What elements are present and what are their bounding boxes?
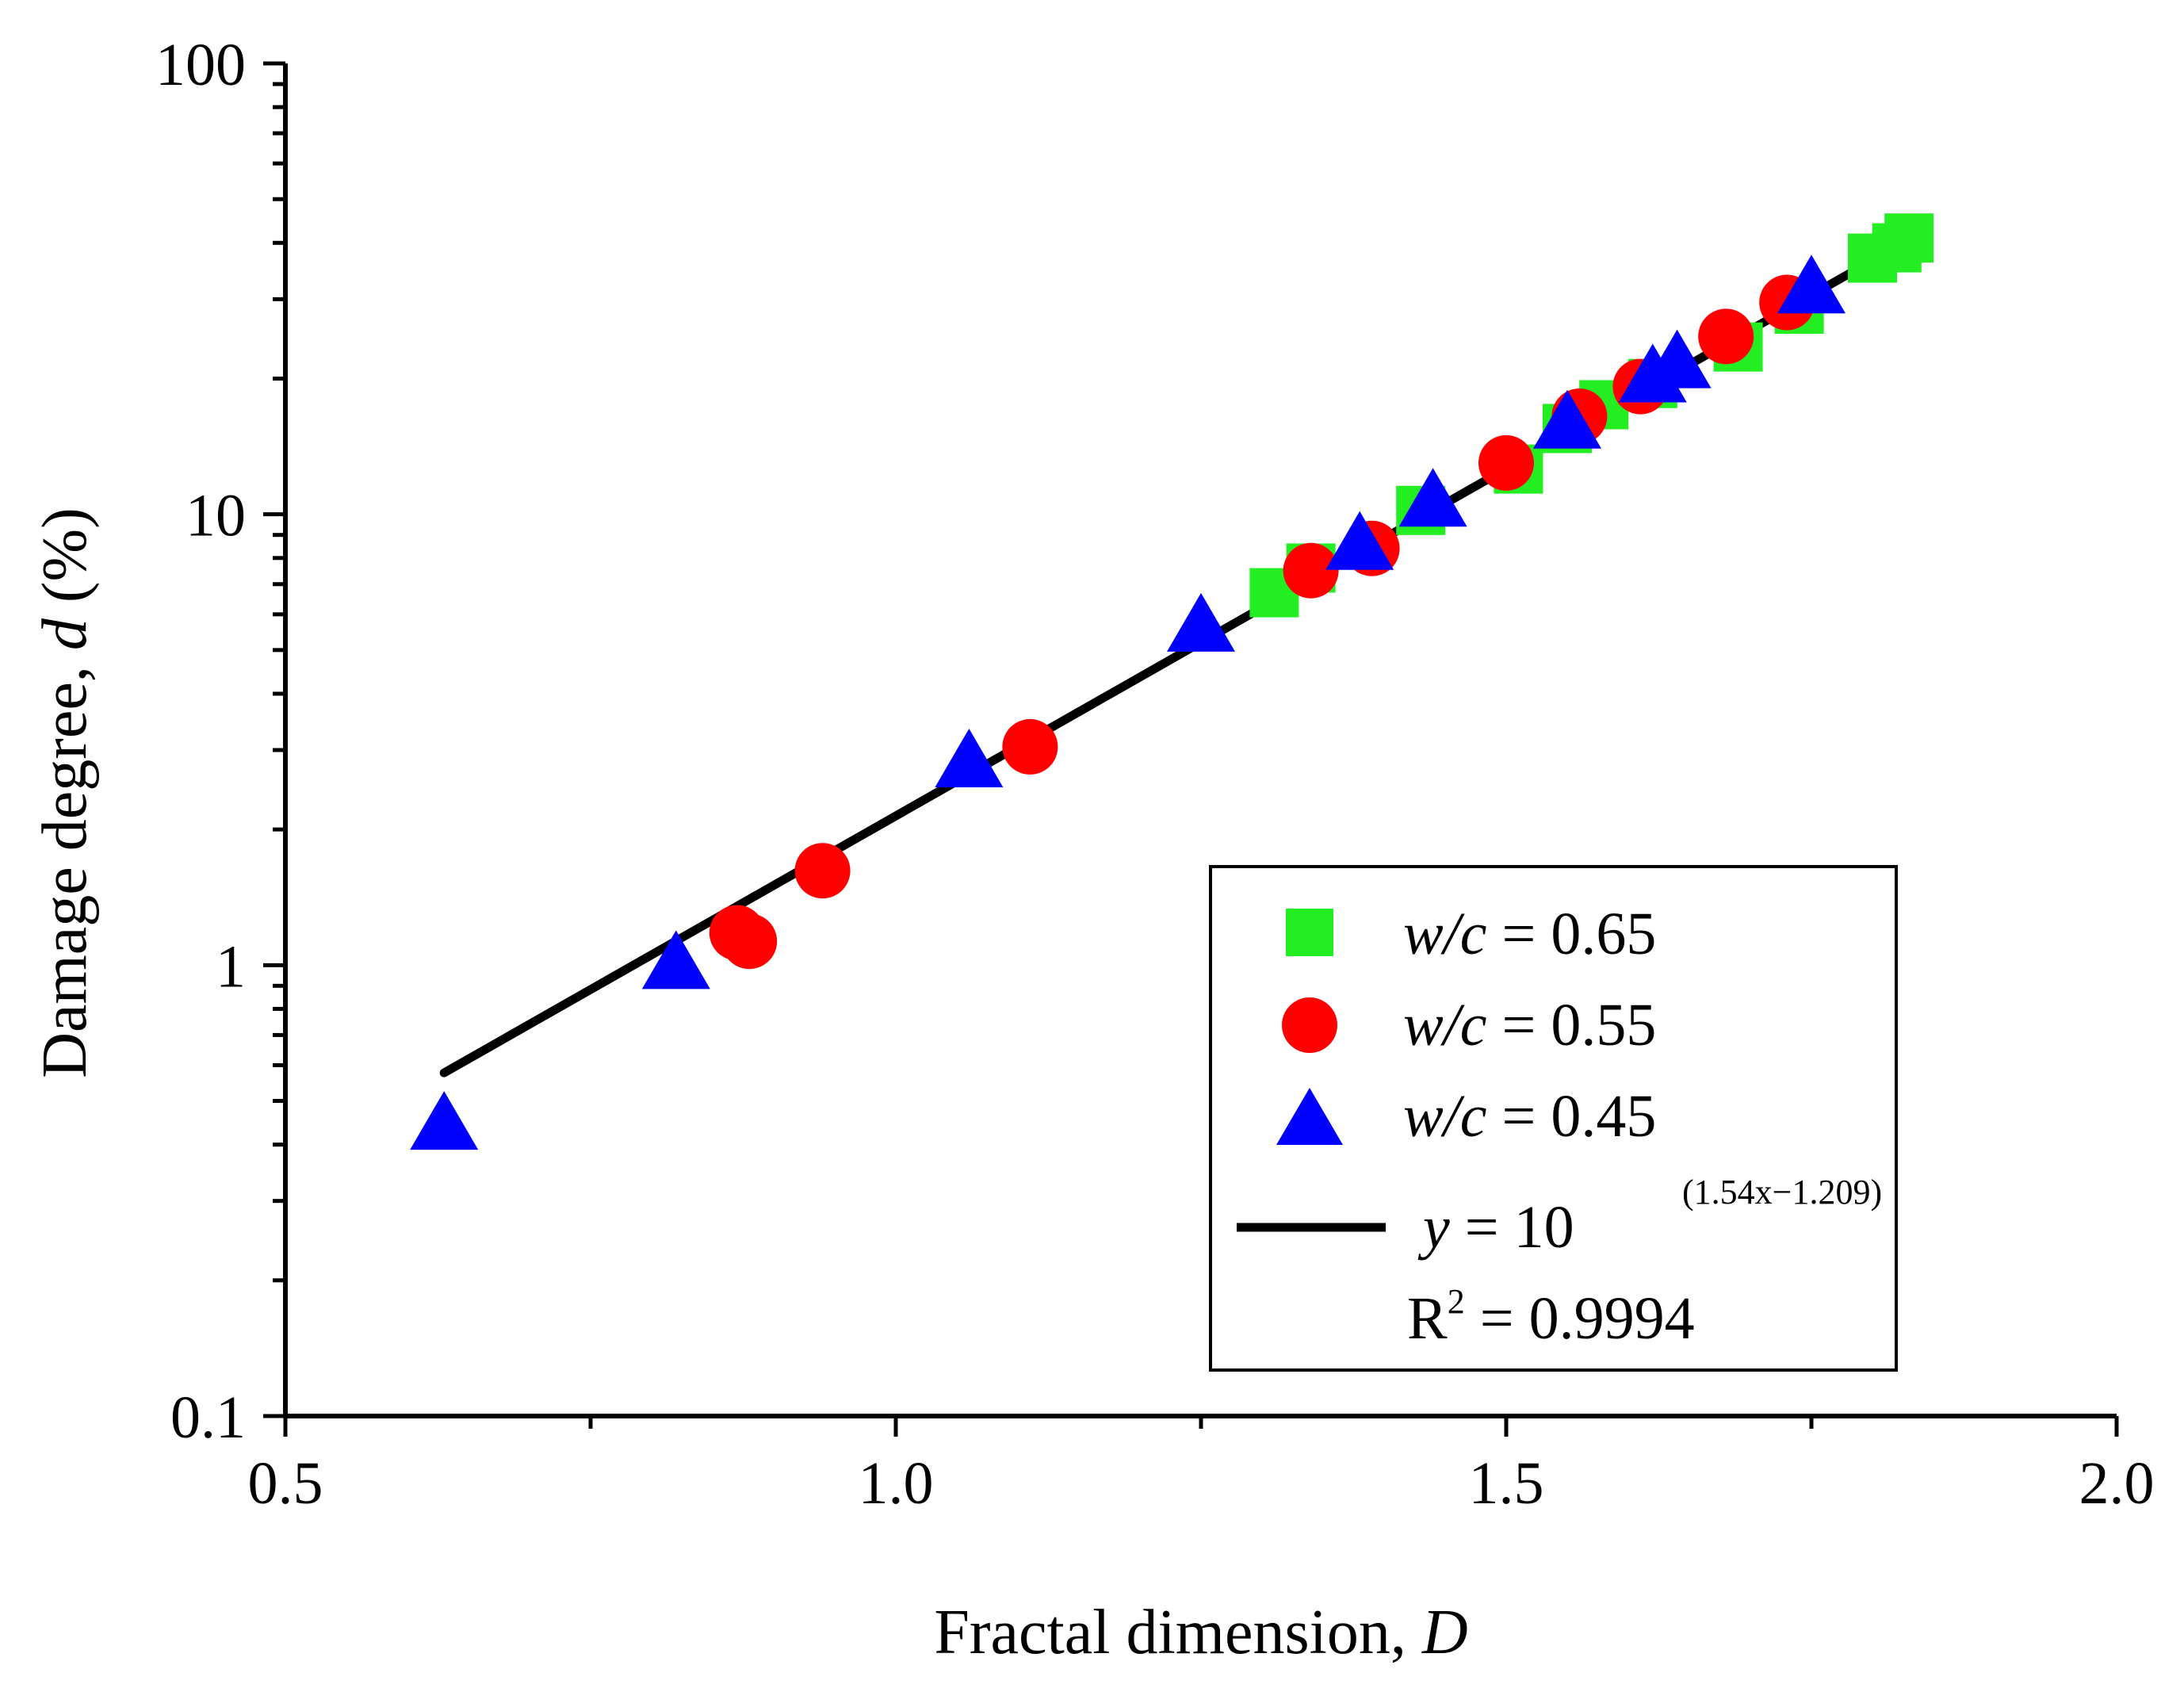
- y-tick-label: 1: [216, 933, 246, 1000]
- marker-circle: [1002, 718, 1058, 775]
- marker-triangle: [1325, 511, 1394, 570]
- marker-triangle: [1643, 329, 1712, 389]
- marker-square: [1884, 213, 1934, 263]
- marker-triangle: [1533, 389, 1601, 449]
- markers: [410, 213, 1934, 1150]
- legend-label-055: w/c = 0.55: [1403, 992, 1656, 1058]
- y-axis-title: Damage degree, d (%): [30, 507, 100, 1078]
- marker-circle: [1283, 542, 1339, 599]
- tick-labels: 0.5 1.0 1.5 2.0 0.1 1 10 100: [155, 32, 2155, 1517]
- marker-triangle: [410, 1091, 479, 1150]
- x-axis-title: Fractal dimension, D: [934, 1598, 1467, 1667]
- marker-circle: [794, 843, 851, 899]
- x-tick-label: 1.0: [859, 1450, 934, 1517]
- legend-triangle-marker: [1276, 1088, 1343, 1145]
- marker-circle: [1478, 434, 1534, 491]
- marker-triangle: [1398, 468, 1467, 527]
- marker-triangle: [1167, 592, 1235, 652]
- legend-fit-equation: y = 10: [1417, 1194, 1574, 1261]
- x-tick-label: 2.0: [2079, 1450, 2155, 1517]
- y-tick-label: 100: [155, 32, 246, 98]
- marker-circle: [1698, 308, 1754, 365]
- legend: w/c = 0.65 w/c = 0.55 w/c = 0.45 y = 10 …: [1209, 865, 1898, 1372]
- marker-triangle: [1777, 255, 1845, 314]
- legend-label-065: w/c = 0.65: [1403, 901, 1656, 967]
- ticks: [263, 61, 2119, 1437]
- y-tick-label: 10: [186, 483, 246, 549]
- legend-square-marker: [1286, 909, 1333, 956]
- legend-circle-marker: [1282, 997, 1337, 1053]
- legend-label-045: w/c = 0.45: [1403, 1083, 1656, 1150]
- x-tick-label: 0.5: [248, 1450, 323, 1517]
- marker-triangle: [935, 729, 1004, 788]
- x-tick-label: 1.5: [1469, 1450, 1544, 1517]
- y-tick-label: 0.1: [170, 1384, 246, 1451]
- marker-circle: [721, 913, 778, 970]
- marker-triangle: [641, 930, 710, 989]
- legend-fit-exponent: (1.54x−1.209): [1682, 1173, 1882, 1211]
- legend-r2: R2 = 0.9994: [1407, 1282, 1695, 1352]
